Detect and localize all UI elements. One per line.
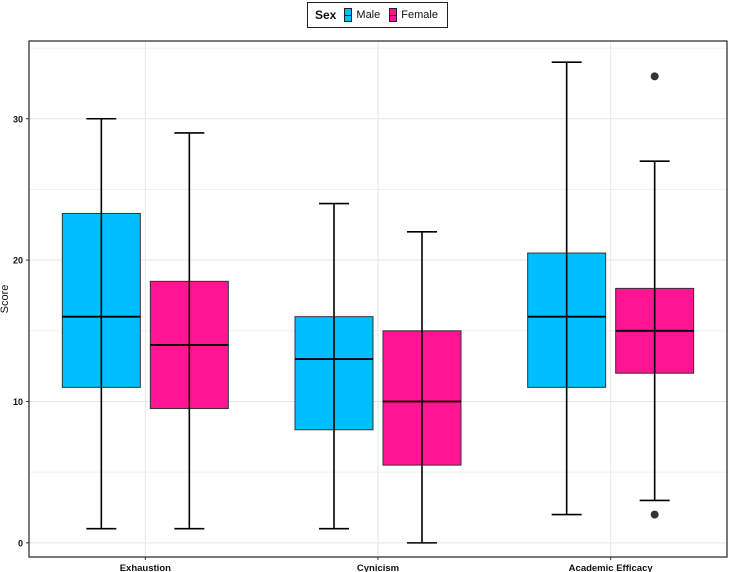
- x-tick-label: Cynicism: [357, 563, 399, 572]
- outlier-female-academic-efficacy: [650, 72, 659, 81]
- legend: Sex Male Female: [307, 2, 448, 28]
- legend-label-male: Male: [356, 9, 381, 21]
- x-tick-label: Academic Efficacy: [569, 563, 654, 572]
- x-tick-label: Exhaustion: [120, 563, 171, 572]
- y-tick-label: 0: [18, 538, 23, 548]
- outlier-female-academic-efficacy: [650, 510, 659, 519]
- legend-label-female: Female: [401, 9, 438, 21]
- y-axis-title: Score: [0, 285, 11, 314]
- legend-key-female: [389, 8, 398, 22]
- legend-key-male: [344, 8, 353, 22]
- legend-title: Sex: [315, 8, 337, 22]
- y-tick-label: 10: [13, 397, 23, 407]
- y-tick-label: 20: [13, 256, 23, 266]
- y-tick-label: 30: [13, 114, 23, 124]
